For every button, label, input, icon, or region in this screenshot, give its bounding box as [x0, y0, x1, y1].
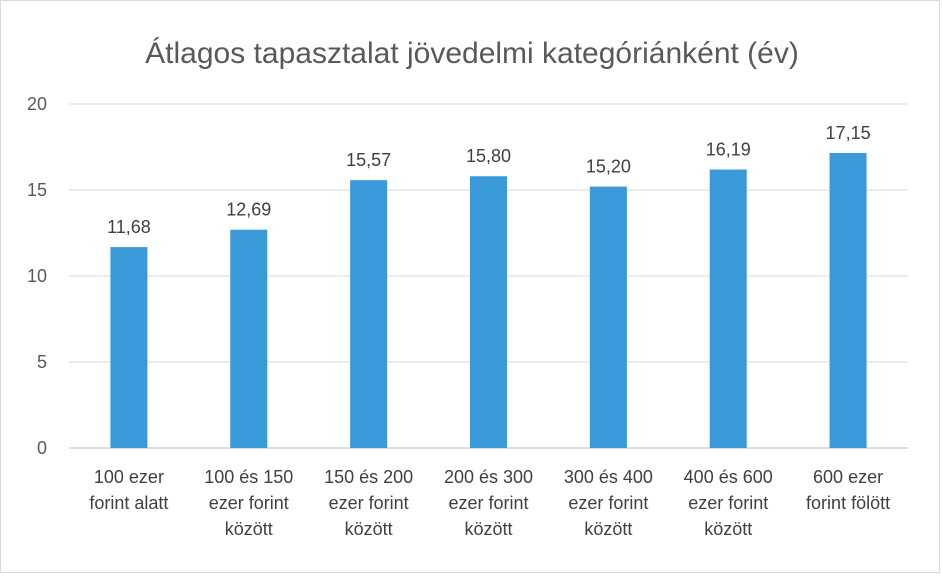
x-category-line: között [225, 519, 273, 539]
x-category-line: között [345, 519, 393, 539]
x-axis-categories: 100 ezer forint alatt 100 és 150 ezer forin… [89, 467, 890, 539]
y-tick-label: 10 [27, 266, 47, 286]
x-category-label: 100 és 150 ezer forint között [204, 467, 293, 539]
x-category-line: ezer forint [329, 493, 409, 513]
x-category-line: között [584, 519, 632, 539]
data-label: 15,20 [586, 157, 631, 177]
x-category-line: forint fölött [806, 493, 890, 513]
bar [230, 229, 268, 448]
bar [470, 176, 507, 449]
x-category-line: 150 és 200 [324, 467, 413, 487]
x-category-line: ezer forint [568, 493, 648, 513]
x-category-label: 200 és 300 ezer forint között [444, 467, 533, 539]
x-category-line: ezer forint [688, 493, 768, 513]
x-category-label: 600 ezer forint fölött [806, 467, 890, 513]
x-category-line: ezer forint [209, 493, 289, 513]
x-category-line: 300 és 400 [564, 467, 653, 487]
y-tick-label: 0 [37, 438, 47, 458]
x-category-line: 400 és 600 [684, 467, 773, 487]
x-category-line: 200 és 300 [444, 467, 533, 487]
x-category-line: között [464, 519, 512, 539]
x-category-line: 100 és 150 [204, 467, 293, 487]
bar [110, 247, 148, 448]
bar [709, 169, 747, 449]
data-label: 11,68 [107, 217, 151, 237]
bar [589, 186, 627, 448]
x-category-label: 100 ezer forint alatt [89, 467, 168, 513]
x-category-label: 400 és 600 ezer forint között [684, 467, 773, 539]
y-axis-ticks: 0 5 10 15 20 [27, 94, 47, 458]
x-category-label: 300 és 400 ezer forint között [564, 467, 653, 539]
bar [829, 153, 867, 448]
bar [350, 180, 388, 449]
x-category-line: között [704, 519, 752, 539]
data-label: 16,19 [706, 140, 751, 160]
x-category-line: 600 ezer [813, 467, 883, 487]
data-labels: 11,68 12,69 15,57 15,80 15,20 16,19 17,15 [107, 123, 871, 237]
chart-title: Átlagos tapasztalat jövedelmi kategórián… [145, 37, 799, 70]
data-label: 15,80 [466, 146, 511, 166]
data-label: 17,15 [826, 123, 871, 143]
x-category-line: forint alatt [89, 493, 168, 513]
x-category-label: 150 és 200 ezer forint között [324, 467, 413, 539]
x-category-line: ezer forint [448, 493, 528, 513]
bars [110, 153, 867, 449]
x-category-line: 100 ezer [94, 467, 164, 487]
data-label: 15,57 [346, 150, 391, 170]
y-tick-label: 15 [27, 180, 47, 200]
data-label: 12,69 [226, 200, 271, 220]
y-tick-label: 20 [27, 94, 47, 114]
y-tick-label: 5 [37, 352, 47, 372]
